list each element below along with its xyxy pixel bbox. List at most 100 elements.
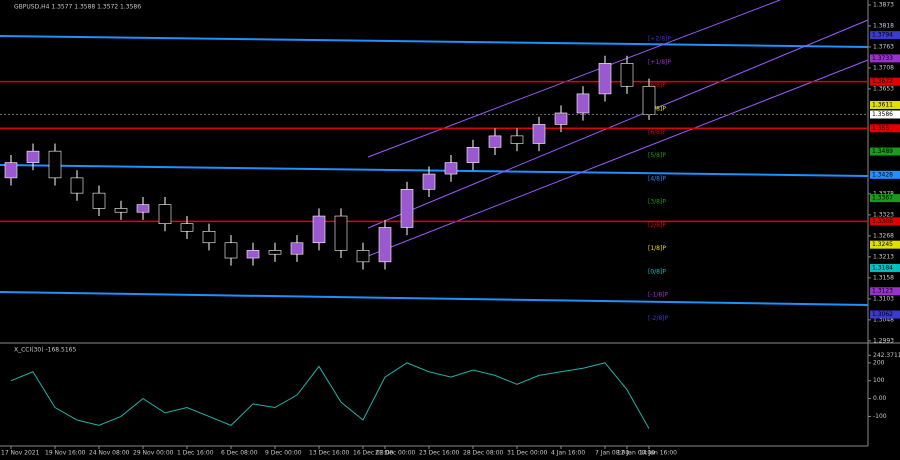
level-label: [7/8]P [648, 105, 666, 112]
candle-body [378, 227, 392, 263]
level-label: [4/8]P [648, 175, 666, 182]
x-tick-label: 24 Nov 08:00 [89, 450, 130, 457]
level-label: [+1/8]P [648, 59, 671, 66]
level-box [870, 124, 900, 133]
level-value: 1.3123 [872, 288, 893, 295]
y-tick-label: 200 [873, 359, 885, 366]
candle-body [4, 162, 18, 179]
candle-body [598, 63, 612, 95]
indicator-line [10, 362, 650, 429]
candle-body [488, 135, 502, 148]
channel-line [367, 19, 869, 229]
x-tick-label: 12 Jan 00:00 [617, 450, 655, 457]
level-box [870, 217, 900, 226]
candle-body [400, 189, 414, 228]
candle-body [576, 93, 590, 114]
candle-body [202, 231, 216, 244]
x-tick-label: 7 Jan 08:00 [595, 450, 629, 457]
candle-body [642, 85, 656, 115]
y-tick-label: 1.3048 [873, 316, 894, 323]
level-value: 1.3672 [872, 78, 893, 85]
x-tick-label: 28 Dec 08:00 [463, 450, 504, 457]
x-tick-label: 1 Dec 16:00 [177, 450, 214, 457]
x-tick-label: 4 Jan 16:00 [551, 450, 585, 457]
level-label: [3/8]P [648, 199, 666, 206]
y-tick-label: 242.3711 [873, 352, 900, 359]
level-box [870, 263, 900, 272]
level-value: 1.3367 [872, 195, 893, 202]
candle-body [620, 63, 634, 87]
x-tick-label: 13 Dec 16:00 [309, 450, 350, 457]
y-tick-label: 1.3653 [873, 85, 894, 92]
y-tick-label: 1.3158 [873, 274, 894, 281]
x-tick-label: 31 Dec 00:00 [507, 450, 548, 457]
y-tick-label: 1.3323 [873, 211, 894, 218]
level-value: 1.3611 [872, 101, 893, 108]
level-value: 1.3062 [872, 311, 893, 318]
x-tick-label: 23 Dec 16:00 [419, 450, 460, 457]
candle-body [334, 215, 348, 251]
y-tick-label: 1.3268 [873, 232, 894, 239]
y-tick-label: 1.3708 [873, 64, 894, 71]
level-value: 1.3733 [872, 55, 893, 62]
candle-body [136, 204, 150, 213]
level-value: 1.3489 [872, 148, 893, 155]
y-tick-label: 1.3873 [873, 1, 894, 8]
level-label: [+2/8]P [648, 36, 671, 43]
candle-body [92, 192, 106, 209]
trend-line [0, 164, 869, 177]
last-price-box [870, 110, 900, 119]
candle-body [312, 215, 326, 244]
y-tick-label: 0.00 [873, 395, 887, 402]
level-box [870, 100, 900, 109]
y-tick-label: 100 [873, 377, 885, 384]
level-label: [-2/8]P [648, 315, 669, 322]
level-value: 1.3428 [872, 171, 893, 178]
x-tick-label: 14 Jan 16:00 [639, 450, 677, 457]
y-tick-label: 1.3818 [873, 22, 894, 29]
y-tick-label: 1.3213 [873, 253, 894, 260]
y-tick-label: -100 [873, 413, 887, 420]
candle-body [444, 162, 458, 175]
candle-body [268, 250, 282, 255]
level-value: 1.3306 [872, 218, 893, 225]
x-tick-label: 16 Dec 08:00 [353, 450, 394, 457]
y-tick-label: 1.3378 [873, 190, 894, 197]
candle-body [70, 177, 84, 194]
candle-body [26, 150, 40, 163]
candle-body [48, 150, 62, 179]
candle-body [290, 242, 304, 255]
y-tick-label: 1.2993 [873, 337, 894, 344]
x-tick-label: 19 Nov 16:00 [45, 450, 86, 457]
last-price-label: 1.3586 [872, 111, 893, 118]
candle-body [532, 124, 546, 144]
level-box [870, 310, 900, 319]
level-box [870, 54, 900, 63]
level-value: 1.355 [872, 125, 889, 132]
candle-body [246, 250, 260, 259]
level-box [870, 170, 900, 179]
level-label: [-1/8]P [648, 292, 669, 299]
level-box [870, 147, 900, 156]
trend-line [0, 35, 869, 48]
level-box [870, 77, 900, 86]
level-value: 1.3245 [872, 241, 893, 248]
y-tick-label: 1.3103 [873, 295, 894, 302]
x-tick-label: 21 Dec 00:00 [375, 450, 416, 457]
candle-body [224, 242, 238, 259]
x-tick-label: 17 Nov 2021 [1, 450, 40, 457]
level-label: [5/8]P [648, 152, 666, 159]
candle-body [158, 204, 172, 224]
level-box [870, 31, 900, 40]
channel-line [367, 0, 781, 158]
y-tick-label: 1.3763 [873, 43, 894, 50]
level-label: [1/8]P [648, 245, 666, 252]
x-tick-label: 9 Dec 00:00 [265, 450, 302, 457]
level-value: 1.3794 [872, 32, 893, 39]
candle-body [466, 147, 480, 163]
candle-body [510, 135, 524, 144]
x-tick-label: 6 Dec 08:00 [221, 450, 258, 457]
candle-body [114, 208, 128, 213]
